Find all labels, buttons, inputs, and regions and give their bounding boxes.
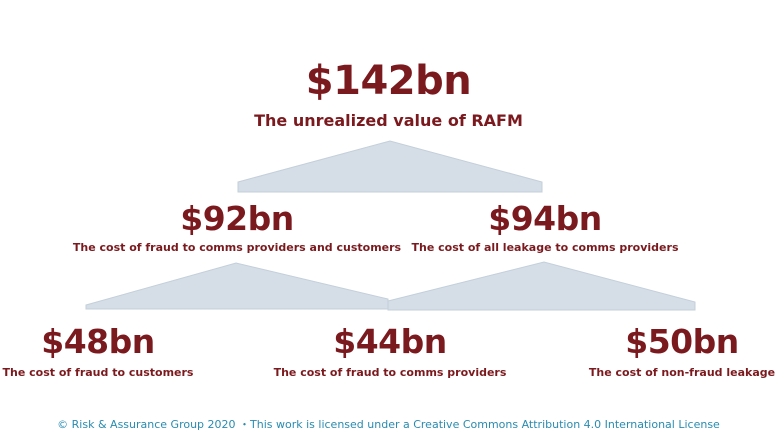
label-fraud-cost-total: The cost of fraud to comms providers and… bbox=[72, 241, 402, 254]
amount-48bn: $48bn bbox=[41, 322, 155, 361]
node-leakage-cost-total: $94bn The cost of all leakage to comms p… bbox=[345, 200, 745, 255]
amount-142bn: $142bn bbox=[305, 58, 472, 104]
label-fraud-to-providers: The cost of fraud to comms providers bbox=[273, 366, 507, 379]
label-fraud-to-customers: The cost of fraud to customers bbox=[2, 366, 194, 379]
node-non-fraud-leakage: $50bn The cost of non-fraud leakage bbox=[587, 323, 777, 380]
node-fraud-cost-total: $92bn The cost of fraud to comms provide… bbox=[37, 200, 437, 255]
license-footer: © Risk & Assurance Group 2020 ・This work… bbox=[57, 418, 720, 431]
label-leakage-cost-total: The cost of all leakage to comms provide… bbox=[411, 241, 679, 254]
node-total-unrealized-value: $142bn The unrealized value of RAFM bbox=[0, 58, 777, 131]
connector-94bn-to-level3 bbox=[387, 261, 696, 311]
amount-94bn: $94bn bbox=[488, 199, 602, 238]
label-unrealized-value: The unrealized value of RAFM bbox=[254, 111, 523, 130]
connector-root-to-level2 bbox=[237, 140, 543, 193]
amount-92bn: $92bn bbox=[180, 199, 294, 238]
amount-50bn: $50bn bbox=[625, 322, 739, 361]
connector-92bn-to-level3 bbox=[85, 262, 389, 310]
amount-44bn: $44bn bbox=[333, 322, 447, 361]
node-fraud-to-providers: $44bn The cost of fraud to comms provide… bbox=[260, 323, 520, 380]
label-non-fraud-leakage: The cost of non-fraud leakage bbox=[588, 366, 776, 379]
node-fraud-to-customers: $48bn The cost of fraud to customers bbox=[0, 323, 196, 380]
